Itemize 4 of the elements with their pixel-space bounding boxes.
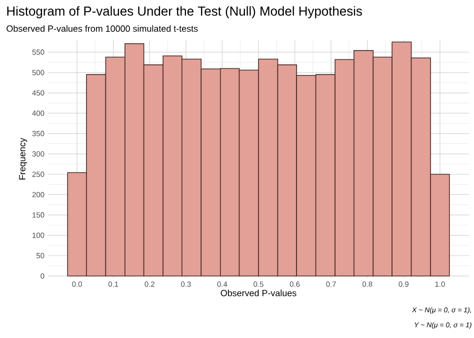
x-axis-title: Observed P-values [220, 290, 296, 296]
y-axis-title: Frequency [19, 138, 28, 180]
chart-title: Histogram of P-values Under the Test (Null) Model Hypothesis [7, 6, 362, 18]
chart-subtitle: Observed P-values from 10000 simulated t-tests [6, 25, 198, 32]
